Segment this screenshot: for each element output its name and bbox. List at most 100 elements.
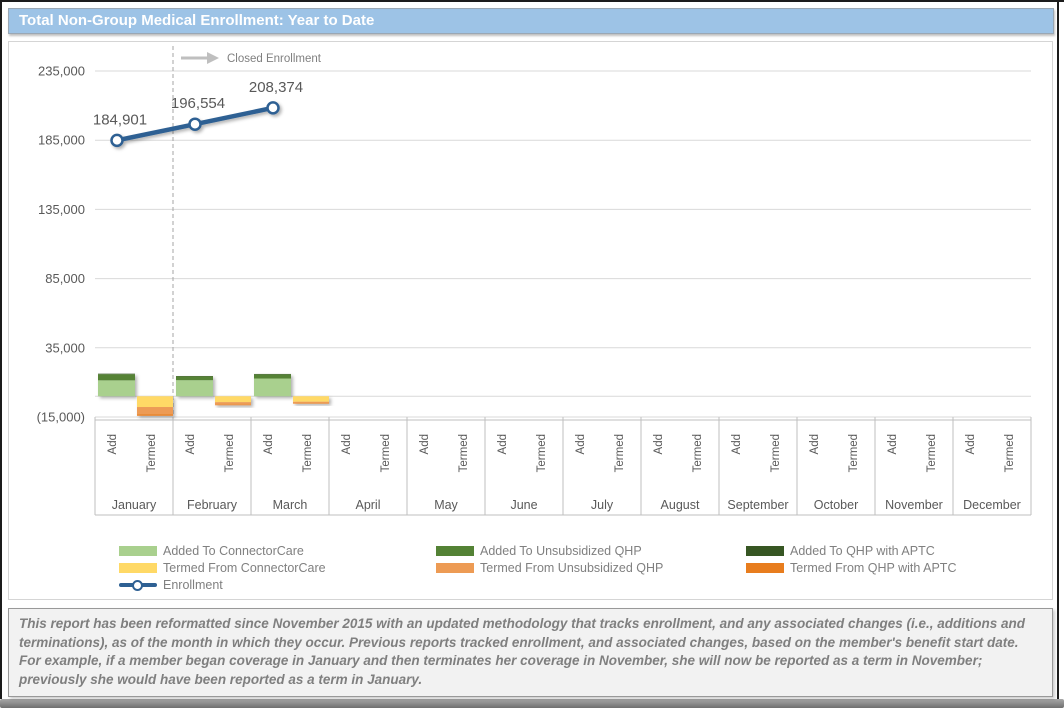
legend-item-enrollment: Enrollment [119, 578, 223, 592]
y-axis-tick-label: 185,000 [38, 133, 85, 148]
enrollment-marker [266, 101, 280, 115]
y-axis-tick-label: (15,000) [37, 410, 85, 425]
page-edge-bar [0, 699, 1064, 708]
month-label: January [112, 498, 157, 512]
bar-segment [215, 396, 251, 403]
sub-axis-label: Termed [380, 434, 392, 472]
bar-segment [293, 401, 329, 404]
legend-line-swatch [119, 580, 157, 591]
sub-axis-label: Termed [1004, 434, 1016, 472]
legend-item-added-to-unsubsidized-qhp: Added To Unsubsidized QHP [436, 544, 642, 558]
sub-axis-label: Add [653, 434, 665, 454]
month-label: September [727, 498, 788, 512]
chart-panel: 235,000 185,000 135,000 85,000 35,000 (15,000… [8, 41, 1053, 600]
legend-label: Added To Unsubsidized QHP [480, 544, 642, 558]
legend-swatch [119, 563, 157, 573]
legend-item-termed-from-connectorcare: Termed From ConnectorCare [119, 561, 326, 575]
add-bar-march [254, 373, 291, 397]
sub-axis-label: Add [185, 434, 197, 454]
termed-bar-march [293, 396, 329, 404]
sub-axis-label: Add [341, 434, 353, 454]
month-label: February [187, 498, 238, 512]
sub-axis-label: Termed [848, 434, 860, 472]
legend-label: Termed From QHP with APTC [790, 561, 957, 575]
termed-bar-january [137, 396, 173, 416]
bar-segment [98, 373, 135, 375]
month-label: May [434, 498, 458, 512]
bar-segment [254, 378, 291, 397]
month-label: June [510, 498, 537, 512]
footnote-box: This report has been reformatted since N… [8, 608, 1053, 697]
sub-axis-label: Add [887, 434, 899, 454]
bar-segment [176, 376, 213, 381]
sub-axis-label: Add [731, 434, 743, 454]
legend-label: Enrollment [163, 578, 223, 592]
add-bar-february [176, 376, 213, 397]
month-label: August [661, 498, 700, 512]
closed-enrollment-arrowhead-icon [207, 52, 219, 64]
enrollment-line-series [110, 101, 280, 148]
month-label: December [963, 498, 1021, 512]
bar-segment [137, 414, 173, 416]
sub-axis-label: Termed [770, 434, 782, 472]
bar-segment [215, 404, 251, 406]
page-border-left [0, 0, 2, 699]
bar-segment [137, 407, 173, 415]
legend-swatch [119, 546, 157, 556]
month-label: March [273, 498, 308, 512]
bar-segment [137, 396, 173, 408]
legend-label: Added To ConnectorCare [163, 544, 304, 558]
sub-axis-label: Add [263, 434, 275, 454]
legend-swatch [436, 546, 474, 556]
bar-segment [293, 396, 329, 402]
enrollment-data-label: 196,554 [171, 95, 225, 112]
enrollment-data-label: 184,901 [93, 111, 147, 128]
sub-axis-label: Add [809, 434, 821, 454]
sub-axis-label: Add [107, 434, 119, 454]
bar-segment [215, 402, 251, 405]
sub-axis-label: Add [575, 434, 587, 454]
page-border-top [0, 0, 1064, 2]
legend-swatch [746, 563, 784, 573]
sub-axis-label: Termed [536, 434, 548, 472]
y-axis-tick-label: 235,000 [38, 64, 85, 79]
legend-swatch [746, 546, 784, 556]
month-label: November [885, 498, 943, 512]
bar-segment [98, 380, 135, 397]
legend-item-added-to-connectorcare: Added To ConnectorCare [119, 544, 304, 558]
enrollment-marker [188, 117, 202, 131]
page-title: Total Non-Group Medical Enrollment: Year… [19, 12, 375, 29]
sub-axis-label: Termed [458, 434, 470, 472]
sub-axis-label: Add [497, 434, 509, 454]
sub-axis-label: Termed [146, 434, 158, 472]
bar-segment [98, 374, 135, 381]
add-bar-january [98, 373, 135, 397]
sub-axis-label: Termed [926, 434, 938, 472]
month-label: October [814, 498, 858, 512]
legend-item-added-to-qhp-with-aptc: Added To QHP with APTC [746, 544, 935, 558]
title-bar: Total Non-Group Medical Enrollment: Year… [8, 8, 1054, 34]
legend-swatch [436, 563, 474, 573]
closed-enrollment-label: Closed Enrollment [227, 53, 322, 65]
page-border-right [1057, 0, 1059, 699]
sub-axis-label: Termed [302, 434, 314, 472]
month-label: April [355, 498, 380, 512]
legend-label: Added To QHP with APTC [790, 544, 935, 558]
bar-segment [254, 374, 291, 379]
sub-axis-label: Termed [224, 434, 236, 472]
legend-item-termed-from-unsubsidized-qhp: Termed From Unsubsidized QHP [436, 561, 663, 575]
footnote-text: This report has been reformatted since N… [19, 616, 1025, 687]
legend-label: Termed From ConnectorCare [163, 561, 326, 575]
enrollment-data-label: 208,374 [249, 79, 303, 96]
sub-axis-label: Termed [614, 434, 626, 472]
y-axis-tick-label: 135,000 [38, 202, 85, 217]
enrollment-marker [110, 133, 124, 148]
bar-segment [176, 380, 213, 397]
enrollment-chart: 235,000 185,000 135,000 85,000 35,000 (15,000… [37, 46, 1032, 516]
y-axis-tick-label: 35,000 [45, 340, 85, 355]
y-axis-tick-label: 85,000 [45, 271, 85, 286]
legend-label: Termed From Unsubsidized QHP [480, 561, 664, 575]
sub-axis-label: Add [419, 434, 431, 454]
month-label: July [591, 498, 614, 512]
